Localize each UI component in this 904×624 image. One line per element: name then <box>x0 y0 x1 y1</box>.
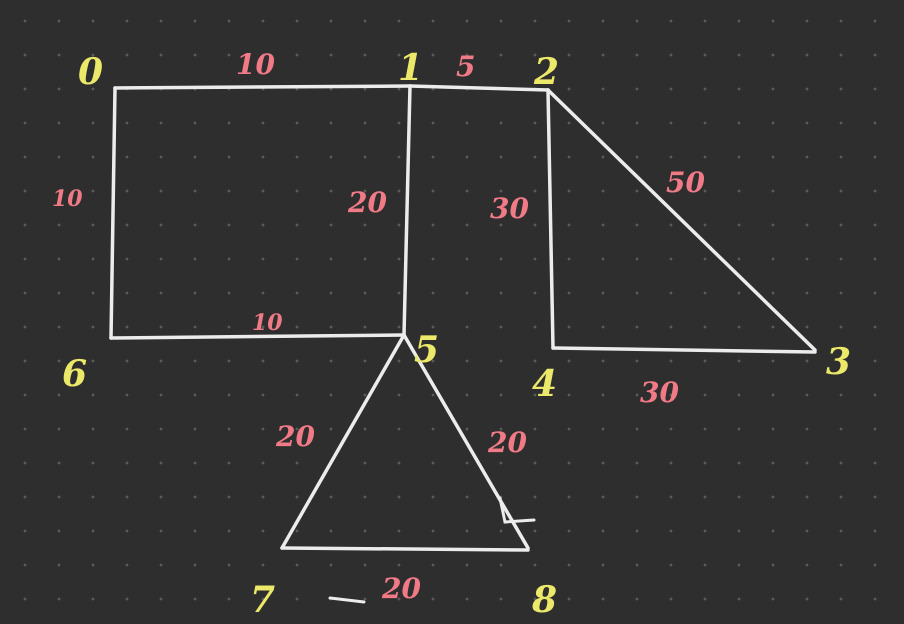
edge-4-3 <box>551 346 817 354</box>
edge-0-1 <box>113 84 412 90</box>
edge-2-3 <box>546 88 817 352</box>
weight-label-5-7: 20 <box>275 420 315 453</box>
node-label-6: 6 <box>62 353 87 395</box>
edges <box>109 84 817 552</box>
weight-label-1-2: 5 <box>456 50 475 83</box>
edge-6-5 <box>109 333 406 340</box>
edge-5-8 <box>402 333 530 550</box>
node-label-1: 1 <box>398 47 423 89</box>
node-label-4: 4 <box>532 363 557 405</box>
edge-5-7 <box>280 333 406 550</box>
edge-1-5 <box>402 84 412 337</box>
edge-0-6 <box>109 86 117 340</box>
weight-label-0-6: 10 <box>52 186 83 212</box>
node-label-8: 8 <box>531 579 557 621</box>
node-label-3: 3 <box>826 341 851 383</box>
node-label-2: 2 <box>533 51 559 93</box>
weight-label-5-8: 20 <box>487 426 527 459</box>
weight-label-0-1: 10 <box>236 48 275 81</box>
weight-label-1-5: 20 <box>347 186 387 219</box>
node-label-5: 5 <box>414 329 439 371</box>
weight-label-7-8: 20 <box>381 572 421 605</box>
weight-labels: 10 5 10 20 10 30 50 30 20 20 20 <box>52 48 705 605</box>
weight-label-4-3: 30 <box>640 376 679 409</box>
weight-label-2-4: 30 <box>490 192 529 225</box>
arrowhead-8 <box>498 496 536 524</box>
edge-2-4 <box>546 88 555 350</box>
weight-label-2-3: 50 <box>666 166 705 199</box>
edge-1-2 <box>408 84 550 92</box>
node-labels: 0 1 2 3 4 5 6 7 8 <box>62 47 851 621</box>
node-label-0: 0 <box>78 51 103 93</box>
edge-7-8 <box>280 546 530 552</box>
dash-mark <box>328 596 366 604</box>
node-label-7: 7 <box>250 579 275 621</box>
weight-label-6-5: 10 <box>252 310 283 336</box>
